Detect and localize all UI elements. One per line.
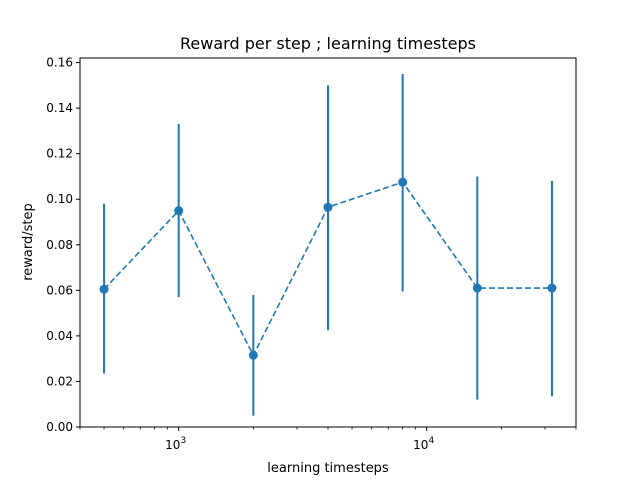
y-tick-label: 0.12	[46, 147, 73, 161]
x-axis-label: learning timesteps	[267, 461, 389, 476]
y-tick-label: 0.06	[46, 283, 73, 297]
x-tick-label-exponent: 4	[428, 436, 434, 446]
y-tick-label: 0.02	[46, 374, 73, 388]
x-tick-label-exponent: 3	[180, 436, 186, 446]
data-point	[398, 177, 408, 187]
data-point	[323, 202, 333, 212]
data-point	[547, 283, 557, 293]
y-tick-label: 0.14	[46, 101, 73, 115]
y-tick-label: 0.16	[46, 56, 73, 70]
data-point	[248, 350, 258, 360]
data-point	[99, 284, 109, 294]
data-point	[472, 283, 482, 293]
data-point	[174, 206, 184, 216]
y-tick-label: 0.00	[46, 420, 73, 434]
y-axis-label: reward/step	[21, 203, 36, 281]
chart-title: Reward per step ; learning timesteps	[180, 34, 476, 53]
y-tick-label: 0.10	[46, 192, 73, 206]
y-tick-label: 0.04	[46, 329, 73, 343]
y-tick-label: 0.08	[46, 238, 73, 252]
